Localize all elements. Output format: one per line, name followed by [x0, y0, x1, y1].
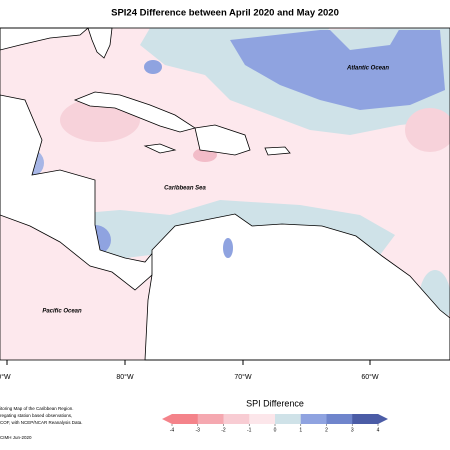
legend-tick-label: -4 — [170, 427, 175, 433]
color-extension — [378, 414, 388, 424]
legend-tick-label: 4 — [377, 427, 380, 433]
land — [264, 146, 291, 156]
land — [73, 91, 196, 133]
color-segment — [275, 414, 302, 424]
color-segment — [249, 414, 276, 424]
land — [0, 94, 156, 291]
note: COF, with NCEP/NCAR Reanalysis Data. — [0, 420, 83, 425]
legend-title: SPI Difference — [246, 398, 304, 408]
color-extension — [162, 414, 172, 424]
legend-tick-label: 1 — [299, 427, 302, 433]
color-segment — [300, 414, 327, 424]
land — [143, 143, 177, 154]
longitude-axis: 90°W 80°W 70°W 60°W — [0, 360, 379, 381]
legend-tick-label: -3 — [196, 427, 201, 433]
place-label: Pacific Ocean — [42, 309, 82, 315]
color-segment — [223, 414, 250, 424]
anomaly-region — [230, 30, 445, 110]
legend-tick-label: 0 — [274, 427, 277, 433]
legend: SPI Difference -4 -3 -2 -1 0 1 2 3 4 — [162, 398, 388, 433]
map-title: SPI24 Difference between April 2020 and … — [111, 8, 339, 19]
anomaly-region — [405, 108, 450, 152]
color-segment — [172, 414, 199, 424]
color-segment — [326, 414, 353, 424]
legend-tick-label: 3 — [351, 427, 354, 433]
color-segment — [197, 414, 224, 424]
map-area: Atlantic Ocean Caribbean Sea Pacific Oce… — [0, 27, 450, 361]
note: regating station based observations, — [0, 413, 72, 418]
anomaly-region — [60, 200, 395, 260]
longitude-label: 90°W — [0, 373, 11, 381]
longitude-label: 60°W — [361, 373, 379, 381]
map-frame — [0, 27, 450, 361]
place-label: Atlantic Ocean — [346, 66, 389, 72]
note: itoring Map of the Caribbean Region. — [0, 406, 74, 411]
anomaly-region — [330, 28, 400, 50]
place-label: Caribbean Sea — [164, 186, 206, 192]
legend-tick-label: -1 — [247, 427, 252, 433]
longitude-label: 80°W — [116, 373, 134, 381]
legend-tick-label: -2 — [221, 427, 226, 433]
longitude-label: 70°W — [234, 373, 252, 381]
lake — [223, 238, 233, 258]
anomaly-region — [144, 60, 162, 74]
color-segment — [352, 414, 379, 424]
land — [144, 213, 450, 361]
credit: CIMH Jun-2020 — [0, 435, 32, 440]
legend-tick-label: 2 — [325, 427, 328, 433]
land — [194, 124, 251, 156]
